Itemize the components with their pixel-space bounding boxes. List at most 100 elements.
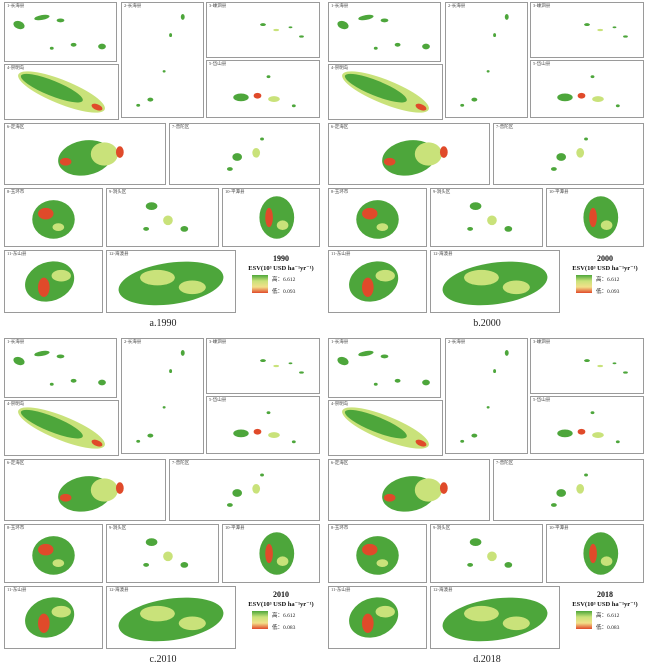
- island-map: [136, 350, 185, 443]
- panel-label: 5-岱山县: [209, 397, 227, 402]
- island-map: [18, 407, 105, 449]
- panel-label: 4-崇明岛: [7, 401, 25, 406]
- island-map: [260, 23, 304, 38]
- figure-caption: b.2000: [473, 318, 501, 329]
- island-map: [337, 14, 430, 50]
- island-map: [25, 597, 75, 638]
- map-panel: 8-玉环市: [4, 524, 103, 583]
- map-panel: 8-玉环市: [4, 188, 103, 247]
- map-figure-2010: 1-长海县 2-长海县 3-嵊泗县 4-崇明岛 5-岱山县 6-定海区 7-普陀区 8-玉环市…: [4, 338, 322, 668]
- legend-low-value: 低：0.083: [596, 625, 620, 631]
- island-map: [342, 407, 429, 449]
- map-panel: 3-嵊泗县: [530, 2, 644, 58]
- panel-label: 8-玉环市: [331, 189, 349, 194]
- island-map: [467, 538, 513, 568]
- panel-label: 10-平潭县: [225, 189, 245, 194]
- island-map: [583, 196, 619, 239]
- map-panel: 5-岱山县: [530, 396, 644, 454]
- map-panel: 3-嵊泗县: [206, 2, 320, 58]
- panel-label: 4-崇明岛: [331, 65, 349, 70]
- map-panel: 2-长海县: [445, 338, 528, 454]
- map-figure-1990: 1-长海县 2-长海县 3-嵊泗县 4-崇明岛 5-岱山县 6-定海区 7-普陀区 8-玉环市…: [4, 2, 322, 332]
- panel-label: 7-普陀区: [172, 460, 190, 465]
- panel-label: 8-玉环市: [7, 525, 25, 530]
- map-panel: 4-崇明岛: [4, 400, 119, 456]
- panel-label: 12-海澳县: [109, 251, 129, 256]
- panel-label: 5-岱山县: [533, 61, 551, 66]
- panel-label: 6-定海区: [331, 460, 349, 465]
- island-map: [143, 202, 189, 232]
- map-panel: 9-洞头区: [106, 524, 219, 583]
- island-map: [226, 473, 264, 507]
- panel-label: 7-普陀区: [496, 460, 514, 465]
- map-panel: 11-东山县: [328, 586, 427, 649]
- island-map: [557, 75, 620, 108]
- map-panel: 12-海澳县: [430, 250, 560, 313]
- panel-label: 12-海澳县: [433, 587, 453, 592]
- island-map: [460, 350, 509, 443]
- island-map: [550, 473, 588, 507]
- map-panel: 9-洞头区: [106, 188, 219, 247]
- figure-caption: a.1990: [149, 318, 177, 329]
- legend-unit: ESV(10³ USD ha⁻¹yr⁻¹): [248, 601, 314, 608]
- panel-label: 4-崇明岛: [7, 65, 25, 70]
- legend-low-value: 低：0.083: [272, 625, 296, 631]
- legend-year: 1990: [273, 254, 289, 263]
- panel-label: 9-洞头区: [109, 525, 127, 530]
- panel-label: 8-玉环市: [331, 525, 349, 530]
- island-map: [460, 14, 509, 107]
- legend: 1990 ESV(10³ USD ha⁻¹yr⁻¹) 高：6.612 低：0.0…: [240, 254, 322, 314]
- map-figure-2018: 1-长海县 2-长海县 3-嵊泗县 4-崇明岛 5-岱山县 6-定海区 7-普陀区 8-玉环市…: [328, 338, 646, 668]
- map-panel: 6-定海区: [4, 123, 166, 185]
- map-panel: 4-崇明岛: [328, 64, 443, 120]
- panel-label: 6-定海区: [331, 124, 349, 129]
- map-panel: 10-平潭县: [546, 524, 644, 583]
- island-map: [118, 261, 224, 306]
- legend-unit: ESV(10³ USD ha⁻¹yr⁻¹): [248, 265, 314, 272]
- map-panel: 4-崇明岛: [4, 64, 119, 120]
- island-map: [13, 350, 106, 386]
- panel-label: 11-东山县: [331, 251, 351, 256]
- island-map: [260, 359, 304, 374]
- panel-label: 2-长海县: [448, 3, 466, 8]
- island-map: [233, 75, 296, 108]
- island-map: [382, 476, 448, 512]
- panel-label: 6-定海区: [7, 124, 25, 129]
- map-panel: 4-崇明岛: [328, 400, 443, 456]
- legend-color-bar: [576, 611, 592, 629]
- map-panel: 9-洞头区: [430, 524, 543, 583]
- map-panel: 7-普陀区: [169, 459, 320, 521]
- panel-label: 6-定海区: [7, 460, 25, 465]
- island-map: [259, 532, 295, 575]
- map-panel: 1-长海县: [328, 2, 441, 62]
- island-map: [442, 261, 548, 306]
- map-panel: 9-洞头区: [430, 188, 543, 247]
- panel-label: 4-崇明岛: [331, 401, 349, 406]
- island-map: [356, 200, 399, 239]
- legend: 2000 ESV(10³ USD ha⁻¹yr⁻¹) 高：6.612 低：0.0…: [564, 254, 646, 314]
- legend-high-value: 高：6.612: [272, 613, 296, 619]
- panel-label: 1-长海县: [331, 339, 349, 344]
- map-panel: 7-普陀区: [493, 459, 644, 521]
- legend: 2018 ESV(10³ USD ha⁻¹yr⁻¹) 高：6.612 低：0.0…: [564, 590, 646, 650]
- map-panel: 10-平潭县: [222, 524, 320, 583]
- map-panel: 8-玉环市: [328, 524, 427, 583]
- island-map: [337, 350, 430, 386]
- panel-label: 2-长海县: [448, 339, 466, 344]
- panel-label: 2-长海县: [124, 3, 142, 8]
- legend-color-bar: [252, 275, 268, 293]
- map-panel: 6-定海区: [328, 123, 490, 185]
- panel-label: 9-洞头区: [433, 525, 451, 530]
- panel-label: 3-嵊泗县: [533, 3, 551, 8]
- panel-label: 2-长海县: [124, 339, 142, 344]
- map-panel: 11-东山县: [328, 250, 427, 313]
- map-panel: 1-长海县: [4, 2, 117, 62]
- island-map: [382, 140, 448, 176]
- island-map: [58, 140, 124, 176]
- island-map: [233, 411, 296, 444]
- island-map: [584, 23, 628, 38]
- legend-high-value: 高：6.612: [596, 277, 620, 283]
- island-map: [442, 597, 548, 642]
- panel-label: 12-海澳县: [433, 251, 453, 256]
- panel-label: 10-平潭县: [549, 189, 569, 194]
